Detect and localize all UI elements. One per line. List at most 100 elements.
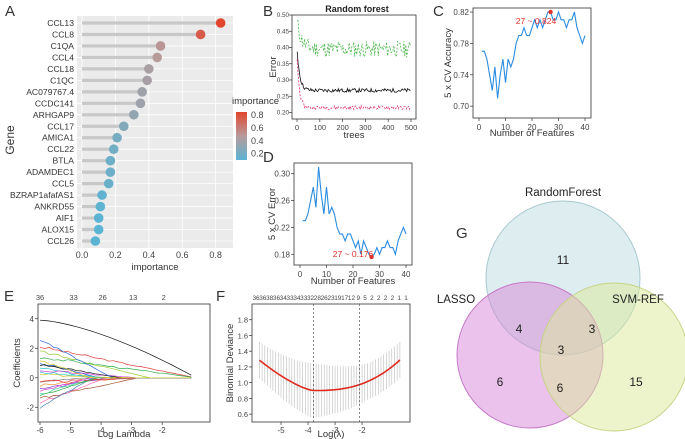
- b-xtick-label: 300: [359, 123, 372, 132]
- cv-ytick-label: 0.30: [274, 170, 290, 179]
- panel-e-frame: [37, 303, 211, 423]
- e-coef-path: [39, 377, 192, 404]
- cv-xtick-label: 30: [375, 270, 384, 279]
- venn-label-svm-ref: SVM-REF: [612, 294, 664, 306]
- cv-xtick-label: 20: [528, 123, 537, 132]
- e-xtick-label: -2: [159, 426, 167, 435]
- e-coef-path: [39, 377, 192, 395]
- e-ytick-label: 0: [30, 374, 35, 383]
- cv-best-point: [548, 9, 553, 15]
- f-xtick-label: -2: [359, 426, 367, 435]
- a-gene-label: CCL5: [52, 179, 74, 189]
- a-gene-label: AIF1: [56, 213, 74, 223]
- panel-c-annotation: 27 ~ 0.824: [516, 16, 557, 26]
- panel-label-c: C: [433, 3, 444, 20]
- b-xtick-label: 200: [336, 123, 349, 132]
- cv-ytick-label: 0.74: [453, 71, 469, 80]
- f-top-label: 2: [391, 295, 395, 302]
- panel-c-series: [481, 9, 586, 99]
- a-point: [195, 29, 206, 40]
- f-top-label: 34: [280, 295, 288, 302]
- panel-c-xlabel: Number of Features: [490, 128, 575, 139]
- panel-label-d: D: [263, 149, 274, 166]
- f-top-label: 32: [307, 295, 315, 302]
- a-point: [105, 167, 116, 177]
- b-xtick-label: 0: [295, 123, 299, 132]
- panel-e-series: [39, 319, 192, 409]
- a-gene-label: C1QC: [50, 75, 74, 85]
- cv-xtick-label: 40: [581, 123, 590, 132]
- cv-xtick-label: 10: [501, 123, 510, 132]
- a-point: [93, 224, 104, 235]
- panel-a-legend-ticks: 0.8 0.6 0.4 0.2: [251, 110, 264, 158]
- cv-xtick-label: 20: [349, 270, 358, 279]
- panel-d-series: [302, 166, 407, 260]
- e-xtick-label: -6: [36, 426, 44, 435]
- panel-f: F -5 -4 -3 -20.60.81.01.21.41.61.836 36 38 36 3…: [216, 288, 411, 439]
- e-ytick-label: -2: [27, 403, 35, 412]
- panel-c-ticks: 0 10 20 30 40 0.70 0.74 0.78 0.82: [453, 8, 590, 132]
- a-gene-label: CCL17: [47, 121, 74, 131]
- e-top-label: 33: [69, 293, 77, 302]
- a-point: [95, 201, 106, 212]
- a-gene-label: CCL26: [47, 236, 74, 246]
- cv-xtick-label: 0: [298, 270, 303, 279]
- cv-series-line: [481, 10, 586, 99]
- a-gene-label: ADAMDEC1: [26, 167, 74, 177]
- panel-e-ticks: -6 -5 -4 -3 -2 -2 0 2 4 36 33 26 13 2: [27, 293, 166, 435]
- f-xtick-label: -3: [331, 426, 339, 435]
- panel-d-ylabel: 5 x CV Error: [267, 188, 278, 240]
- a-xtick-label: 0.8: [209, 250, 222, 260]
- f-ytick-label: 0.8: [238, 394, 248, 403]
- panel-a-lollipops: [82, 18, 226, 246]
- a-point: [103, 178, 114, 189]
- f-top-label: 28: [314, 295, 322, 302]
- b-xtick-label: 100: [314, 123, 327, 132]
- e-coef-path: [39, 319, 192, 376]
- f-top-label: 26: [321, 295, 329, 302]
- f-ytick-label: 1.0: [238, 379, 248, 388]
- a-gene-label: CCL4: [52, 52, 74, 62]
- a-gene-label: ARHGAP9: [33, 110, 74, 120]
- e-xtick-label: -3: [128, 426, 136, 435]
- b-series-green: [296, 20, 411, 58]
- e-coef-path: [39, 346, 192, 378]
- panel-f-xlabel: Log(λ): [318, 429, 345, 439]
- venn-circle-svm-ref: [539, 282, 685, 432]
- panel-f-ticks: -5 -4 -3 -20.60.81.01.21.41.61.836 36 38 36 34 3…: [238, 295, 409, 435]
- b-series-red: [296, 59, 411, 111]
- panel-b-title: Random forest: [325, 4, 389, 14]
- f-top-label: 2: [384, 295, 388, 302]
- a-legend-tick: 0.4: [251, 136, 264, 146]
- e-ytick-label: 4: [30, 315, 35, 324]
- cv-ytick-label: 0.22: [274, 223, 290, 232]
- f-xtick-label: -5: [277, 426, 285, 435]
- a-gene-label: CCL13: [47, 18, 74, 28]
- a-point: [108, 144, 119, 155]
- panel-d: D 0 10 20 30 40 0.18 0.22 0.26 0.30 5 x CV Error…: [263, 149, 413, 287]
- b-ytick-label: 0.45: [277, 28, 290, 35]
- e-top-label: 36: [36, 293, 44, 302]
- f-top-label: 1: [404, 295, 408, 302]
- venn-count-only-svm: 15: [629, 375, 643, 389]
- panel-a-xlabel: importance: [132, 262, 179, 273]
- cv-ytick-label: 0.78: [453, 39, 469, 48]
- panel-a-ylabel: Gene: [3, 125, 17, 155]
- a-point: [90, 236, 101, 246]
- e-top-label: 13: [129, 293, 137, 302]
- f-top-label: 36: [259, 295, 267, 302]
- panel-label-a: A: [5, 3, 15, 20]
- panel-g: G RandomForest LASSO SVM-REF 11 4 3 3 6 …: [437, 187, 685, 432]
- a-gene-label: CCL22: [47, 144, 74, 154]
- e-ytick-label: 2: [30, 344, 35, 353]
- f-top-label: 36: [273, 295, 281, 302]
- a-point: [155, 41, 166, 51]
- a-xtick-label: 0.6: [176, 250, 189, 260]
- panel-label-f: F: [216, 288, 225, 305]
- b-xtick-label: 400: [382, 123, 395, 132]
- f-ytick-label: 0.6: [238, 410, 248, 419]
- a-gene-label: CCL8: [52, 29, 74, 39]
- panel-a-legend-title: importance: [232, 96, 279, 107]
